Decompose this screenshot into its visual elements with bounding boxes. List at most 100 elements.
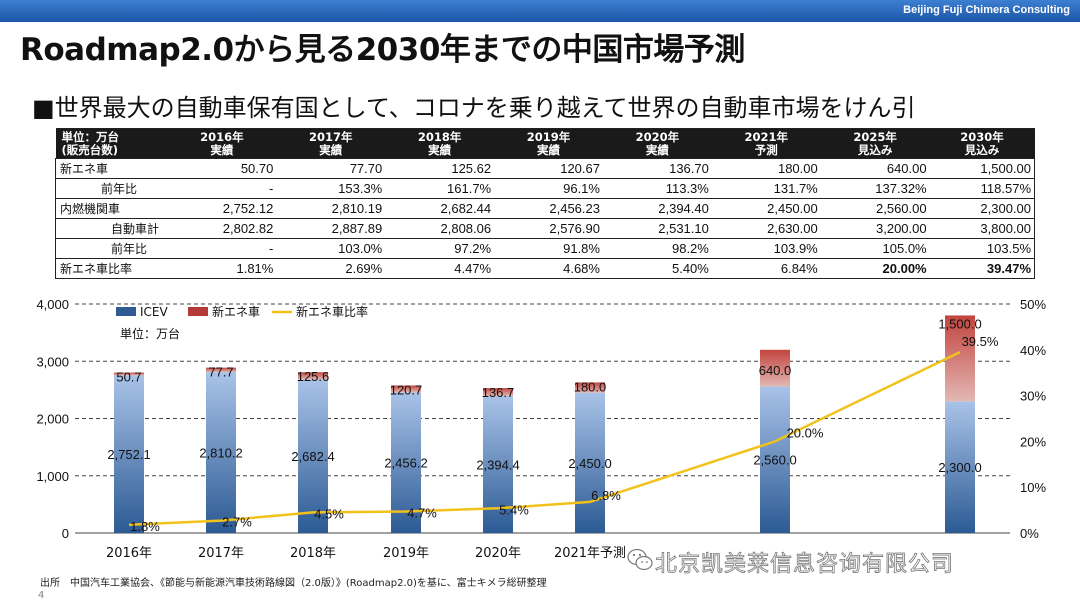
column-header-line: 見込み — [964, 142, 1000, 157]
table-cell: 2,810.19 — [276, 198, 386, 219]
nev-data-label: 77.7 — [208, 365, 233, 380]
page-number: 4 — [38, 590, 45, 601]
column-header: 2016年 実績 — [167, 128, 277, 159]
y2-tick-label: 40% — [1020, 343, 1046, 358]
column-header-line: 2025年 — [853, 129, 897, 144]
table-cell: 2,560.00 — [820, 198, 930, 219]
stacked-bar-line-chart: 0 1,000 2,000 3,000 4,000 0% 10% 20% 30% 40% 50% 2,… — [36, 297, 1046, 561]
bar-nev — [575, 382, 605, 393]
y2-tick-label: 30% — [1020, 389, 1046, 404]
y-tick-label: 4,000 — [36, 297, 69, 312]
table-row: 新エネ車比率 1.81% 2.69% 4.47% 4.68% 5.40% 6.84% 20.0… — [55, 258, 1035, 279]
table-cell: 2,887.89 — [276, 218, 386, 239]
table-cell: 125.62 — [385, 158, 495, 179]
table-row: 新エネ車 50.70 77.70 125.62 120.67 136.70 180.00 64… — [55, 158, 1035, 179]
column-header-line: 実績 — [645, 142, 669, 157]
nev-data-label: 120.7 — [390, 382, 423, 397]
y2-tick-label: 10% — [1020, 480, 1046, 495]
column-header-line: 見込み — [857, 142, 893, 157]
table-cell: 1,500.00 — [929, 158, 1035, 179]
table-cell: 3,200.00 — [820, 218, 930, 239]
ratio-data-label: 5.4% — [499, 502, 529, 517]
column-header: 2030年 見込み — [929, 128, 1035, 159]
table-cell: 2,531.10 — [602, 218, 712, 239]
table-cell: 120.67 — [494, 158, 603, 179]
legend-label-icev: ICEV — [140, 305, 169, 319]
corner-line: (販売台数) — [61, 142, 119, 157]
table-cell: 5.40% — [602, 258, 712, 279]
icev-data-label: 2,560.0 — [753, 453, 796, 468]
y-tick-label: 2,000 — [36, 412, 69, 427]
y-tick-label: 0 — [62, 526, 69, 541]
unit-note: 単位：万台 — [120, 326, 180, 341]
nev-data-label: 125.6 — [297, 369, 330, 384]
column-header-line: 実績 — [210, 142, 234, 157]
column-header: 2025年 見込み — [820, 128, 930, 159]
table-cell: 77.70 — [276, 158, 386, 179]
bar-icev — [114, 375, 144, 533]
column-header-line: 実績 — [319, 142, 343, 157]
table-cell: 640.00 — [820, 158, 930, 179]
column-header-line: 2018年 — [417, 129, 462, 144]
data-table: 単位：万台 (販売台数) 2016年 実績 2017年 実績 2018年 実績 2019年 実績 2… — [55, 128, 1035, 279]
nev-data-label: 1,500.0 — [938, 316, 981, 331]
bar-nev — [206, 367, 236, 373]
bar-nev — [114, 372, 144, 376]
ratio-line — [128, 350, 961, 527]
company-name: Beijing Fuji Chimera Consulting — [903, 4, 1070, 16]
row-label: 自動車計 — [55, 218, 168, 239]
table-cell: 4.68% — [494, 258, 603, 279]
column-header-line: 2019年 — [526, 129, 571, 144]
icev-data-label: 2,752.1 — [107, 447, 150, 462]
table-cell: 2,808.06 — [385, 218, 495, 239]
table-cell: 103.5% — [929, 238, 1035, 259]
ratio-data-label: 4.7% — [407, 505, 437, 520]
bar-nev — [298, 372, 328, 380]
y2-tick-label: 20% — [1020, 434, 1046, 449]
table-cell: 103.9% — [711, 238, 821, 259]
column-header-line: 2021年 — [744, 129, 789, 144]
x-tick-label: 2017年 — [198, 546, 244, 561]
x-tick-label: 2021年予測 — [554, 546, 626, 561]
column-header-line: 2030年 — [960, 129, 1004, 144]
bar-icev — [945, 401, 975, 533]
ratio-data-label: 20.0% — [787, 425, 824, 440]
column-header-line: 2020年 — [635, 129, 680, 144]
table-cell: 103.0% — [276, 238, 386, 259]
x-tick-label: 2020年 — [475, 546, 521, 561]
row-label: 前年比 — [55, 238, 168, 259]
column-header: 2018年 実績 — [385, 128, 495, 159]
bar-icev — [298, 379, 328, 533]
table-cell: 2,394.40 — [602, 198, 712, 219]
row-label: 内燃機関車 — [55, 198, 168, 219]
table-row: 内燃機関車 2,752.12 2,810.19 2,682.44 2,456.23 2,3… — [55, 198, 1035, 219]
icev-data-label: 2,456.2 — [384, 456, 427, 471]
corner-line: 単位：万台 — [61, 129, 120, 144]
table-cell: 2.69% — [276, 258, 386, 279]
legend-swatch-icev — [116, 307, 136, 316]
x-tick-label: 2016年 — [106, 546, 152, 561]
bar-nev — [760, 349, 790, 387]
header-bar: Beijing Fuji Chimera Consulting — [0, 0, 1080, 22]
bar-icev — [483, 395, 513, 533]
row-label: 新エネ車比率 — [55, 258, 168, 279]
table-cell: 2,802.82 — [167, 218, 277, 239]
table-cell: 136.70 — [602, 158, 712, 179]
table-cell: 180.00 — [711, 158, 821, 179]
table-cell: 1.81% — [167, 258, 277, 279]
icev-data-label: 2,810.2 — [199, 446, 242, 461]
ratio-data-label: 39.5% — [962, 334, 999, 349]
y-tick-label: 1,000 — [36, 469, 69, 484]
table-row: 前年比 -153.3% 161.7% 96.1% 113.3% 131.7% 137.32%… — [55, 178, 1035, 199]
legend-label-ratio: 新エネ車比率 — [296, 304, 368, 319]
table-cell: 96.1% — [494, 178, 603, 199]
wechat-icon — [627, 548, 653, 571]
nev-data-label: 640.0 — [759, 363, 792, 378]
x-tick-label: 2018年 — [290, 546, 336, 561]
row-label: 前年比 — [55, 178, 168, 199]
bar-icev — [575, 392, 605, 533]
table-body: 新エネ車 50.70 77.70 125.62 120.67 136.70 180.00 64… — [55, 158, 1035, 279]
bar-nev — [391, 385, 421, 393]
row-label: 新エネ車 — [55, 158, 168, 179]
table-cell: 39.47% — [929, 258, 1035, 279]
